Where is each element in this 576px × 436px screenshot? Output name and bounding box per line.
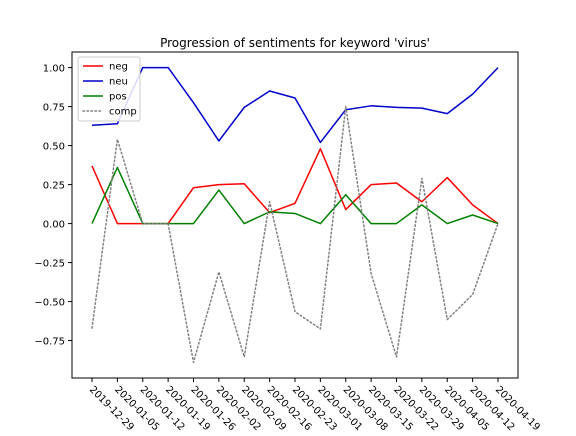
y-tick-label: −0.75 bbox=[34, 337, 65, 348]
legend-label-neu: neu bbox=[109, 77, 128, 88]
y-tick-label: 0.25 bbox=[43, 181, 65, 192]
series-line-comp bbox=[91, 105, 499, 364]
series-line-neu bbox=[91, 66, 499, 144]
y-tick-label: 0.50 bbox=[43, 142, 65, 153]
legend-label-neg: neg bbox=[109, 62, 128, 73]
y-tick-label: 0.00 bbox=[43, 220, 65, 231]
series-line-neg bbox=[91, 147, 499, 225]
legend-box bbox=[77, 56, 141, 122]
y-tick-label: 0.75 bbox=[43, 103, 65, 114]
legend-label-pos: pos bbox=[109, 92, 127, 103]
legend-label-comp: comp bbox=[109, 107, 137, 118]
y-tick-label: −0.50 bbox=[34, 298, 65, 309]
chart-title: Progression of sentiments for keyword 'v… bbox=[160, 36, 430, 50]
series-line-pos bbox=[91, 166, 499, 225]
y-tick-label: −0.25 bbox=[34, 259, 65, 270]
y-tick-label: 1.00 bbox=[43, 64, 65, 75]
